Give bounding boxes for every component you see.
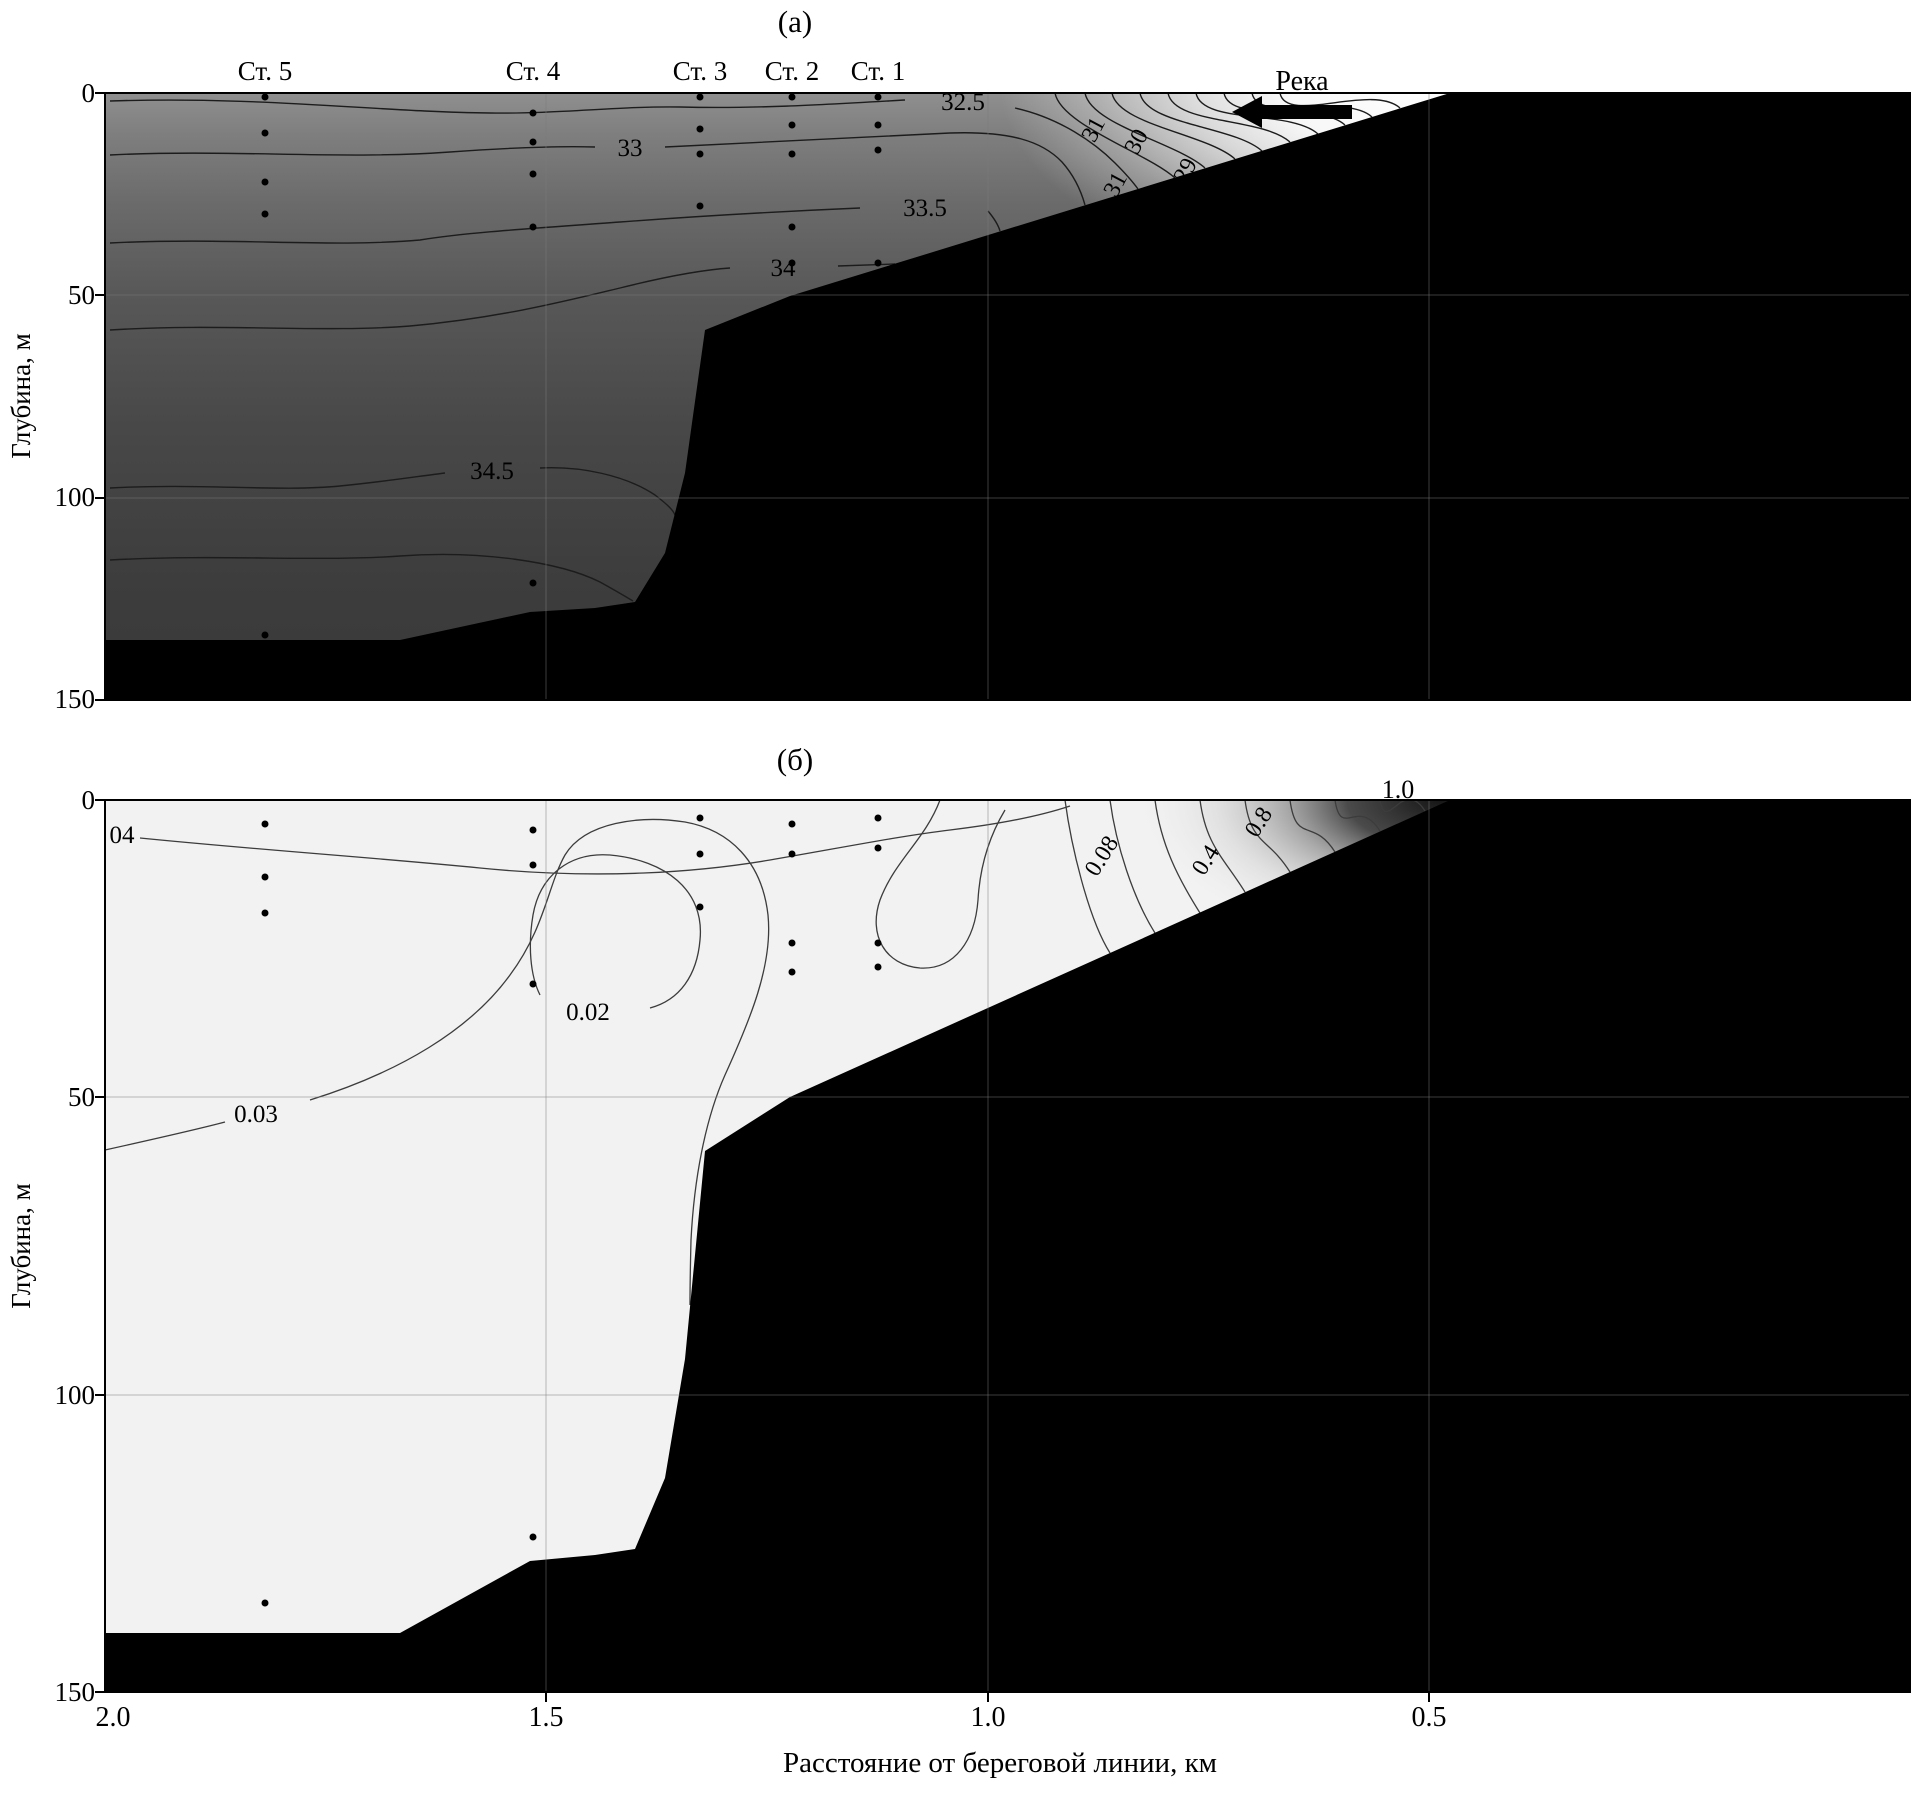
contour-label-34: 34	[771, 255, 797, 282]
panel-a-y-tick-labels: 0 50 100 150	[55, 78, 96, 714]
panel-a-title: (а)	[778, 4, 812, 39]
contour-label-34-5: 34.5	[470, 458, 514, 485]
panel-b-frame	[104, 799, 1911, 1693]
contour-label-33: 33	[618, 135, 643, 162]
station-label-1: Ст. 1	[851, 56, 905, 86]
contour-label-0-04-partial: 04	[110, 822, 136, 849]
contour-label-0-03: 0.03	[234, 1101, 278, 1128]
y-tick-150: 150	[55, 1677, 96, 1707]
station-label-4: Ст. 4	[506, 56, 561, 86]
station-label-3: Ст. 3	[673, 56, 727, 86]
panel-a-land-bathymetry	[105, 93, 1910, 700]
river-flow-arrow-icon	[1232, 96, 1352, 128]
panel-b-land-bathymetry	[105, 800, 1910, 1692]
panel-a: (а) 32.5	[6, 4, 1911, 714]
panel-a-station-labels: Ст. 5 Ст. 4 Ст. 3 Ст. 2 Ст. 1	[238, 56, 905, 86]
panel-a-y-ticks	[95, 92, 105, 701]
river-label: Река	[1275, 66, 1329, 97]
panel-b-y-axis-title: Глубина, м	[6, 1183, 36, 1308]
y-tick-0: 0	[82, 785, 96, 815]
station-label-2: Ст. 2	[765, 56, 819, 86]
panel-b-sample-points	[261, 814, 882, 1607]
x-tick-labels: 2.0 1.5 1.0 0.5	[96, 1702, 1447, 1733]
contour-label-33-5: 33.5	[903, 195, 947, 222]
y-tick-50: 50	[68, 280, 95, 310]
panel-a-gridlines	[105, 93, 1910, 700]
panel-b-y-tick-labels: 0 50 100 150	[55, 785, 96, 1707]
y-tick-100: 100	[55, 1380, 96, 1410]
x-tick-2-0: 2.0	[96, 1702, 131, 1733]
panel-a-frame	[104, 92, 1911, 701]
x-axis-title: Расстояние от береговой линии, км	[783, 1747, 1217, 1779]
station-label-5: Ст. 5	[238, 56, 292, 86]
x-tick-1-5: 1.5	[529, 1702, 564, 1733]
y-tick-50: 50	[68, 1082, 95, 1112]
panel-b-title: (б)	[777, 742, 813, 777]
panel-a-y-axis-title: Глубина, м	[6, 333, 36, 458]
y-tick-150: 150	[55, 684, 96, 714]
contour-label-0-02: 0.02	[566, 999, 610, 1026]
panel-b-y-ticks	[95, 799, 105, 1693]
x-tick-1-0: 1.0	[971, 1702, 1006, 1733]
panel-b-gridlines	[105, 800, 1910, 1692]
y-tick-0: 0	[82, 78, 96, 108]
y-tick-100: 100	[55, 482, 96, 512]
panel-b-contour-lines	[105, 800, 1426, 1306]
panel-b-x-ticks	[545, 1692, 1430, 1702]
x-tick-0-5: 0.5	[1412, 1702, 1447, 1733]
panel-b: (б) 04 0.02 0.03 0.08 0.4	[6, 742, 1911, 1779]
panel-a-sample-points	[261, 93, 882, 639]
